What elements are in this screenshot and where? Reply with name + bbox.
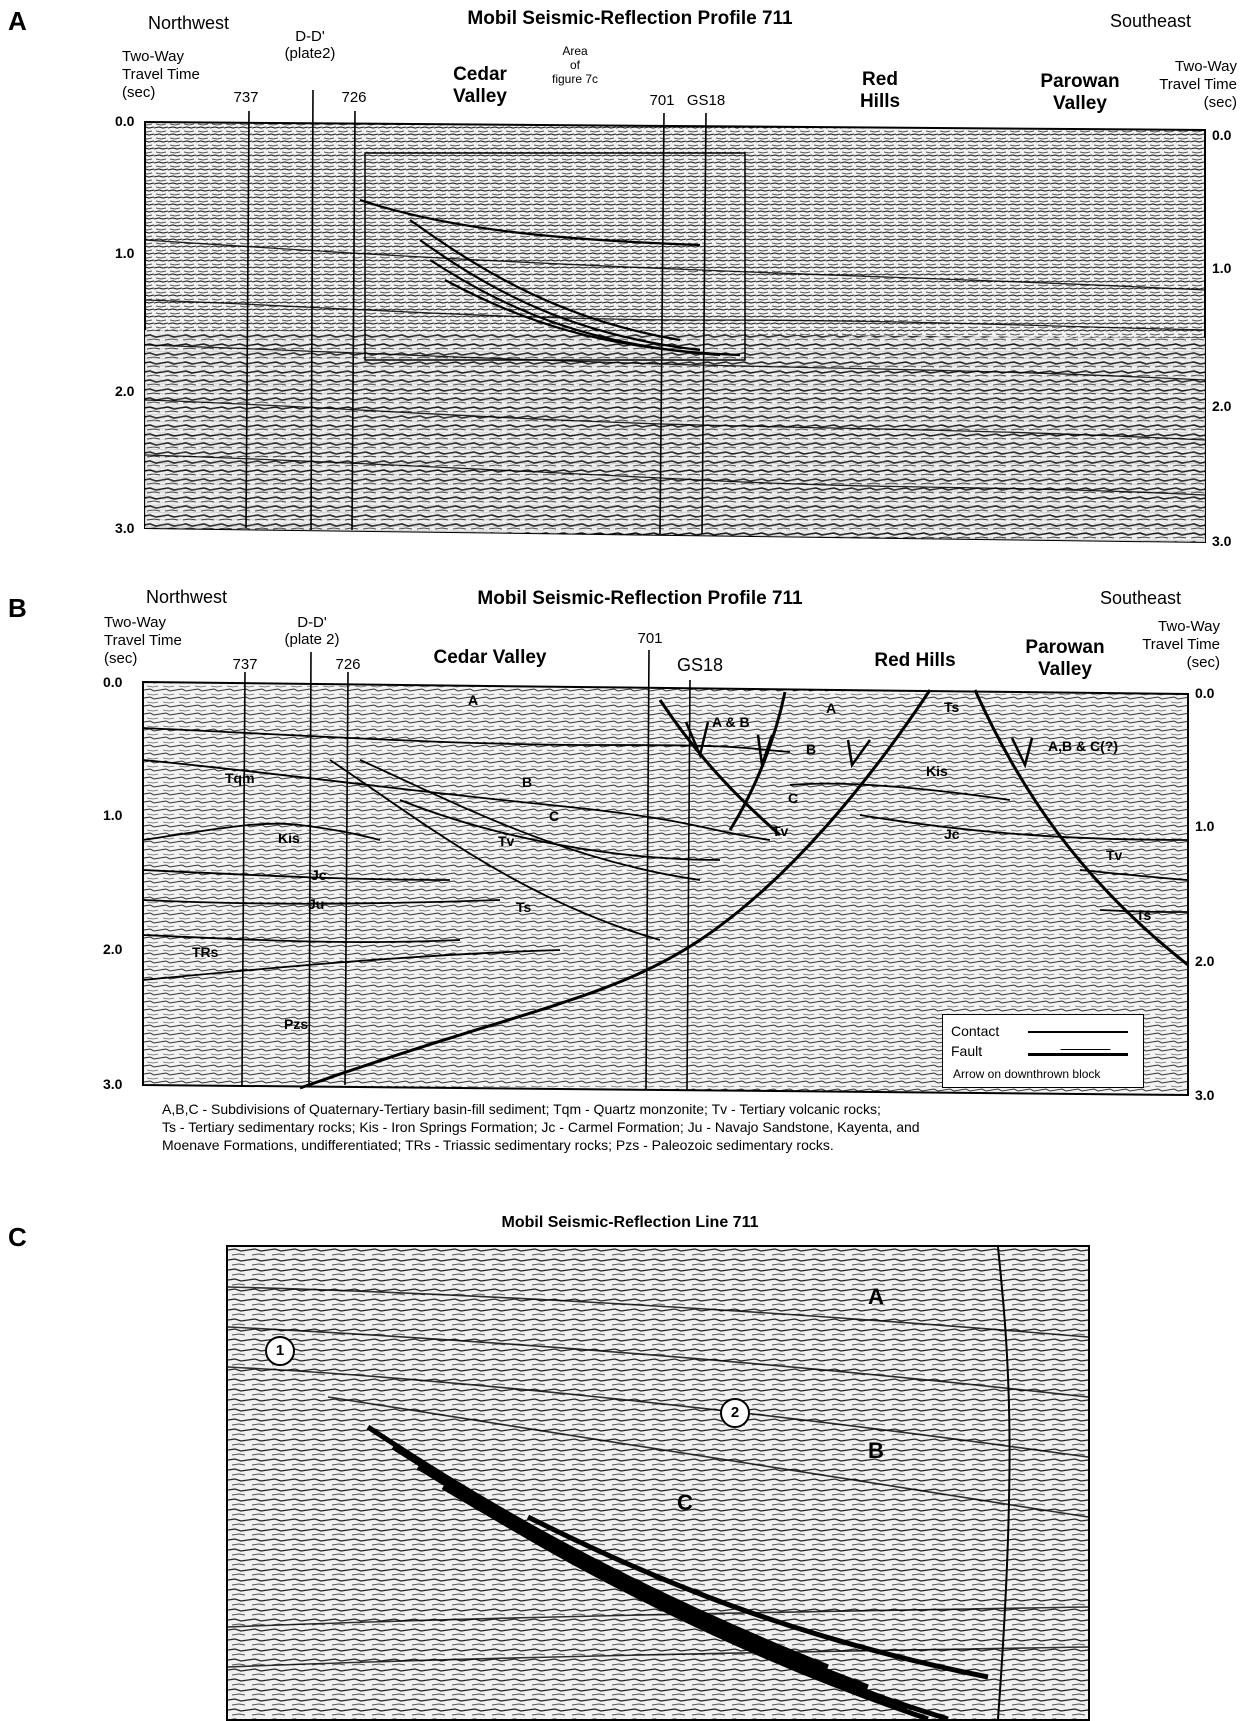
unit-label: Pzs: [284, 1016, 309, 1032]
panel-a-tick-left: 1.0: [115, 245, 135, 261]
panel-b-caption: A,B,C - Subdivisions of Quaternary-Terti…: [162, 1101, 920, 1153]
panel-a-tick-right: 2.0: [1212, 398, 1232, 414]
unit-label: A: [826, 700, 837, 716]
panel-b-axis-right-title: Two-Way Travel Time (sec): [1142, 618, 1220, 671]
panel-b-place-red: Red Hills: [874, 650, 956, 671]
panel-b-tick-right: 1.0: [1195, 818, 1215, 834]
panel-b-title: Mobil Seismic-Reflection Profile 711: [477, 588, 803, 609]
panel-b-tick-right: 2.0: [1195, 953, 1215, 969]
legend-contact-line: [1028, 1031, 1128, 1033]
unit-label: Tv: [1106, 847, 1123, 863]
panel-b-tick-left: 3.0: [103, 1076, 123, 1092]
unit-label: A: [468, 692, 479, 708]
panel-b-dd-label: D-D' (plate 2): [284, 614, 340, 648]
panel-b-tick-right: 3.0: [1195, 1087, 1215, 1103]
panel-b-well-726: 726: [335, 656, 361, 673]
panel-b-place-parowan: Parowan Valley: [1025, 637, 1105, 680]
panel-a-axis-right-title: Two-Way Travel Time (sec): [1159, 58, 1237, 111]
panel-c-unit-b: B: [868, 1438, 884, 1463]
panel-a-northwest: Northwest: [148, 13, 230, 33]
panel-a-tick-right: 0.0: [1212, 127, 1232, 143]
panel-a-tick-left: 0.0: [115, 113, 135, 129]
panel-a-place-red: Red Hills: [859, 69, 901, 112]
panel-a-tick-left: 3.0: [115, 520, 135, 536]
unit-label: TRs: [192, 944, 219, 960]
panel-b-legend: Contact Fault Arrow on downthrown block: [942, 1014, 1144, 1088]
panel-a-well-701: 701: [649, 92, 675, 109]
panel-c-seismic-detail: [226, 1245, 1090, 1721]
panel-a-seismic-section: [144, 89, 1206, 544]
panel-c-letter: C: [8, 1222, 27, 1252]
unit-label: Tqm: [225, 770, 255, 786]
panel-c-marker-2: 2: [720, 1398, 750, 1428]
panel-b-southeast: Southeast: [1100, 588, 1182, 608]
unit-label: Kis: [278, 830, 300, 846]
panel-b-northwest: Northwest: [146, 587, 228, 607]
legend-fault-arrow: [1060, 1043, 1116, 1050]
unit-label: A & B: [712, 714, 750, 730]
panel-b-tick-left: 0.0: [103, 674, 123, 690]
panel-a-dd-label: D-D' (plate2): [284, 28, 336, 62]
unit-label: Ts: [1136, 907, 1152, 923]
panel-c-marker-1: 1: [265, 1336, 295, 1366]
panel-a-axis-left-title: Two-Way Travel Time (sec): [122, 48, 200, 101]
panel-a-place-cedar: Cedar Valley: [453, 64, 507, 107]
unit-label: Jc: [944, 826, 960, 842]
unit-label: A,B & C(?): [1048, 738, 1118, 754]
panel-a-place-parowan: Parowan Valley: [1040, 71, 1120, 114]
legend-contact-label: Contact: [951, 1023, 1000, 1039]
panel-b-letter: B: [8, 593, 27, 623]
panel-b-well-737: 737: [232, 656, 258, 673]
panel-b-place-cedar: Cedar Valley: [433, 647, 547, 668]
unit-label: Ts: [516, 899, 532, 915]
panel-b-axis-left-title: Two-Way Travel Time (sec): [104, 614, 182, 667]
legend-fault-line: [1028, 1053, 1128, 1056]
panel-b-tick-right: 0.0: [1195, 685, 1215, 701]
unit-label: Kis: [926, 763, 948, 779]
panel-a-tick-right: 3.0: [1212, 533, 1232, 549]
legend-arrow-note: Arrow on downthrown block: [953, 1067, 1101, 1081]
panel-a-well-726: 726: [341, 89, 367, 106]
panel-b-tick-left: 1.0: [103, 807, 123, 823]
panel-a-area-note: Area of figure 7c: [551, 44, 599, 86]
panel-b-interpreted-section: [142, 649, 1189, 1097]
unit-label: Tv: [772, 823, 789, 839]
panel-b-tick-left: 2.0: [103, 941, 123, 957]
unit-label: B: [806, 741, 817, 757]
panel-c-title: Mobil Seismic-Reflection Line 711: [501, 1214, 759, 1231]
panel-b-well-701: 701: [637, 630, 663, 647]
panel-a-tick-left: 2.0: [115, 383, 135, 399]
panel-a-title: Mobil Seismic-Reflection Profile 711: [467, 8, 793, 29]
unit-label: C: [788, 790, 799, 806]
unit-label: B: [522, 774, 533, 790]
panel-a-well-gs18: GS18: [686, 92, 726, 109]
panel-a-tick-right: 1.0: [1212, 260, 1232, 276]
panel-b-well-gs18: GS18: [676, 655, 724, 675]
panel-a-figure-7c-area-box: [364, 152, 746, 361]
unit-label: Ts: [944, 699, 960, 715]
panel-a-southeast: Southeast: [1110, 11, 1192, 31]
panel-a-well-737: 737: [233, 89, 259, 106]
unit-label: C: [549, 808, 560, 824]
panel-c-unit-a: A: [868, 1284, 884, 1309]
unit-label: Ju: [308, 896, 325, 912]
legend-fault-label: Fault: [951, 1043, 983, 1059]
unit-label: Tv: [498, 833, 515, 849]
unit-label: Jc: [311, 867, 327, 883]
panel-c-unit-c: C: [677, 1490, 693, 1515]
panel-a-letter: A: [8, 6, 27, 36]
